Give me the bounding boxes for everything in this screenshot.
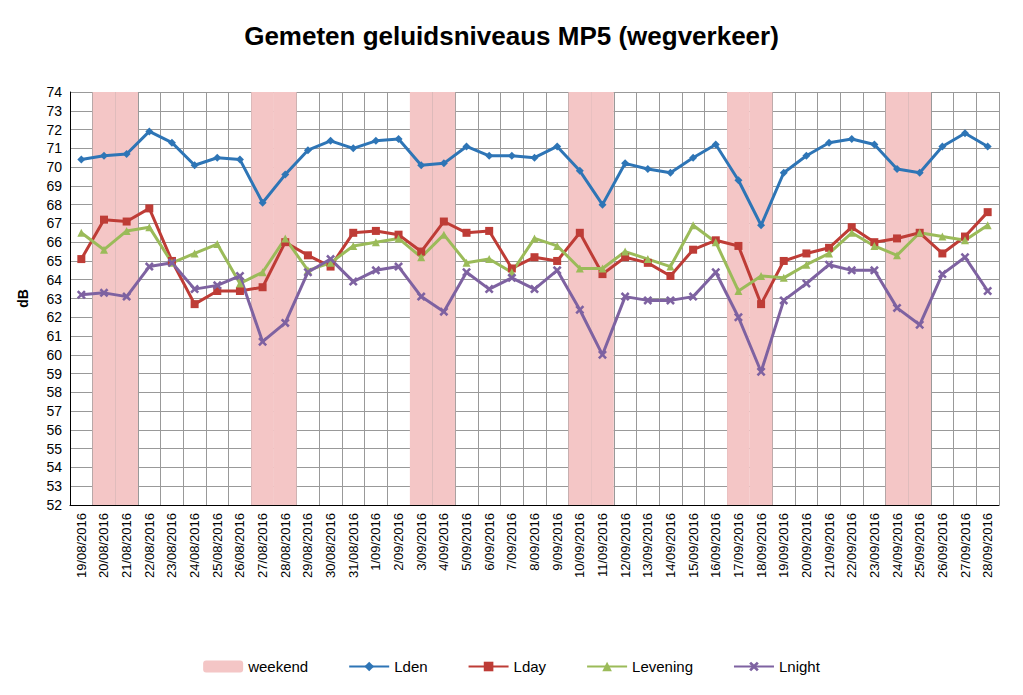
- svg-text:53: 53: [46, 478, 62, 494]
- svg-text:58: 58: [46, 384, 62, 400]
- svg-text:Lden: Lden: [394, 658, 427, 675]
- svg-text:28/09/2016: 28/09/2016: [980, 513, 995, 578]
- svg-text:28/08/2016: 28/08/2016: [278, 513, 293, 578]
- svg-text:29/08/2016: 29/08/2016: [300, 513, 315, 578]
- svg-text:6/09/2016: 6/09/2016: [482, 513, 497, 571]
- svg-text:24/09/2016: 24/09/2016: [890, 513, 905, 578]
- svg-text:2/09/2016: 2/09/2016: [391, 513, 406, 571]
- svg-text:9/09/2016: 9/09/2016: [550, 513, 565, 571]
- svg-text:56: 56: [46, 422, 62, 438]
- svg-text:23/09/2016: 23/09/2016: [867, 513, 882, 578]
- svg-text:3/09/2016: 3/09/2016: [414, 513, 429, 571]
- svg-text:54: 54: [46, 459, 62, 475]
- svg-text:60: 60: [46, 347, 62, 363]
- svg-text:Lnight: Lnight: [779, 658, 821, 675]
- svg-text:74: 74: [46, 84, 62, 100]
- svg-text:26/08/2016: 26/08/2016: [232, 513, 247, 578]
- svg-text:66: 66: [46, 234, 62, 250]
- svg-text:20/09/2016: 20/09/2016: [799, 513, 814, 578]
- svg-text:63: 63: [46, 291, 62, 307]
- svg-text:13/09/2016: 13/09/2016: [640, 513, 655, 578]
- svg-text:21/08/2016: 21/08/2016: [119, 513, 134, 578]
- svg-text:68: 68: [46, 197, 62, 213]
- svg-text:dB: dB: [15, 289, 31, 308]
- svg-text:57: 57: [46, 403, 62, 419]
- svg-text:73: 73: [46, 103, 62, 119]
- svg-text:16/09/2016: 16/09/2016: [708, 513, 723, 578]
- svg-text:18/09/2016: 18/09/2016: [754, 513, 769, 578]
- svg-text:7/09/2016: 7/09/2016: [504, 513, 519, 571]
- svg-text:17/09/2016: 17/09/2016: [731, 513, 746, 578]
- svg-text:20/08/2016: 20/08/2016: [96, 513, 111, 578]
- svg-text:72: 72: [46, 122, 62, 138]
- svg-text:25/08/2016: 25/08/2016: [210, 513, 225, 578]
- svg-text:10/09/2016: 10/09/2016: [572, 513, 587, 578]
- svg-text:55: 55: [46, 441, 62, 457]
- svg-text:11/09/2016: 11/09/2016: [595, 513, 610, 577]
- svg-text:27/08/2016: 27/08/2016: [255, 513, 270, 578]
- svg-text:71: 71: [46, 140, 62, 156]
- svg-text:61: 61: [46, 328, 62, 344]
- svg-text:22/09/2016: 22/09/2016: [844, 513, 859, 578]
- svg-text:23/08/2016: 23/08/2016: [164, 513, 179, 578]
- svg-text:12/09/2016: 12/09/2016: [618, 513, 633, 578]
- svg-text:27/09/2016: 27/09/2016: [958, 513, 973, 578]
- svg-text:69: 69: [46, 178, 62, 194]
- svg-text:30/08/2016: 30/08/2016: [323, 513, 338, 578]
- svg-text:4/09/2016: 4/09/2016: [436, 513, 451, 571]
- svg-text:62: 62: [46, 309, 62, 325]
- svg-text:24/08/2016: 24/08/2016: [187, 513, 202, 578]
- svg-text:19/09/2016: 19/09/2016: [776, 513, 791, 578]
- svg-text:15/09/2016: 15/09/2016: [686, 513, 701, 578]
- svg-text:Lday: Lday: [514, 658, 547, 675]
- svg-text:5/09/2016: 5/09/2016: [459, 513, 474, 571]
- svg-text:59: 59: [46, 366, 62, 382]
- svg-text:65: 65: [46, 253, 62, 269]
- svg-text:weekend: weekend: [247, 658, 308, 675]
- svg-text:14/09/2016: 14/09/2016: [663, 513, 678, 578]
- svg-text:21/09/2016: 21/09/2016: [822, 513, 837, 578]
- svg-text:70: 70: [46, 159, 62, 175]
- svg-text:19/08/2016: 19/08/2016: [74, 513, 89, 578]
- svg-text:1/09/2016: 1/09/2016: [368, 513, 383, 571]
- svg-text:31/08/2016: 31/08/2016: [346, 513, 361, 578]
- svg-text:Levening: Levening: [632, 658, 693, 675]
- svg-text:67: 67: [46, 215, 62, 231]
- svg-text:22/08/2016: 22/08/2016: [142, 513, 157, 578]
- svg-text:8/09/2016: 8/09/2016: [527, 513, 542, 571]
- svg-text:25/09/2016: 25/09/2016: [912, 513, 927, 578]
- svg-text:Gemeten geluidsniveaus MP5 (we: Gemeten geluidsniveaus MP5 (wegverkeer): [244, 21, 779, 51]
- svg-text:64: 64: [46, 272, 62, 288]
- svg-text:26/09/2016: 26/09/2016: [935, 513, 950, 578]
- svg-text:52: 52: [46, 497, 62, 513]
